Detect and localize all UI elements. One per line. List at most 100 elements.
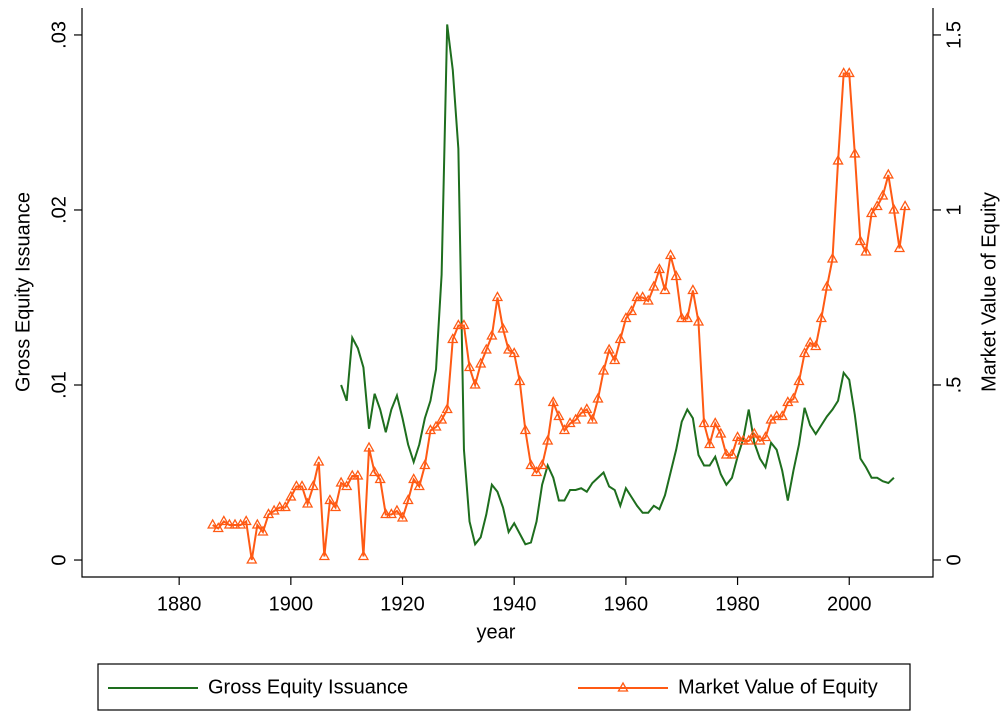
point-marker [279, 501, 291, 512]
point-marker [676, 312, 688, 323]
point-marker [614, 333, 626, 344]
point-marker [452, 319, 464, 330]
point-marker [435, 413, 448, 424]
point-marker [570, 413, 582, 424]
point-marker [882, 168, 894, 179]
point-marker [720, 448, 733, 459]
point-marker [698, 417, 710, 428]
point-marker [525, 459, 537, 470]
point-marker [625, 305, 638, 316]
legend-marker [617, 681, 629, 692]
axis-line [81, 8, 934, 578]
point-marker [592, 392, 604, 403]
point-marker [329, 501, 342, 512]
y-tick-label: .03 [48, 21, 70, 49]
point-marker [581, 403, 593, 414]
legend-label: Market Value of Equity [678, 676, 878, 698]
point-marker [681, 312, 693, 323]
point-marker [229, 518, 241, 529]
point-marker [899, 200, 911, 211]
legend-label: Gross Equity Issuance [208, 676, 408, 698]
point-marker [849, 147, 861, 158]
point-marker [871, 200, 883, 211]
point-marker [391, 504, 403, 515]
x-tick-label: 1900 [269, 593, 314, 615]
point-marker [843, 67, 855, 78]
point-marker [653, 263, 665, 274]
point-marker [419, 459, 431, 470]
point-marker [704, 438, 716, 449]
point-marker [207, 518, 219, 529]
point-marker [285, 490, 297, 501]
point-marker [542, 434, 554, 445]
y2-tick-label: 0 [943, 554, 965, 565]
x-tick-label: 1920 [380, 593, 425, 615]
point-marker [530, 466, 543, 477]
point-marker [491, 291, 504, 302]
point-marker [218, 515, 230, 526]
point-marker [301, 497, 314, 508]
point-marker [357, 550, 370, 561]
point-marker [709, 417, 721, 428]
point-marker [687, 284, 699, 295]
x-tick-label: 1960 [604, 593, 649, 615]
point-marker [826, 252, 839, 263]
y-tick-label: .01 [48, 371, 70, 399]
point-marker [514, 375, 526, 386]
point-marker [475, 357, 487, 368]
point-marker [692, 315, 705, 326]
point-marker [609, 354, 621, 365]
point-marker [508, 347, 520, 358]
x-axis-title: year [477, 621, 516, 643]
point-marker [430, 420, 442, 431]
point-marker [877, 189, 889, 200]
point-marker [631, 291, 643, 302]
point-marker [335, 476, 347, 487]
point-marker [893, 242, 906, 253]
series-line [340, 24, 895, 547]
point-marker [536, 459, 548, 470]
point-marker [810, 340, 822, 351]
point-marker [804, 336, 816, 347]
point-marker [547, 396, 559, 407]
point-marker [240, 515, 252, 526]
point-marker [759, 431, 772, 442]
point-marker [860, 245, 872, 256]
point-marker [798, 347, 811, 358]
point-marker [223, 518, 236, 529]
point-marker [648, 280, 660, 291]
point-marker [296, 480, 308, 491]
point-marker [558, 424, 571, 435]
x-tick-label: 2000 [827, 593, 872, 615]
point-marker [413, 480, 425, 491]
point-marker [737, 434, 749, 445]
point-marker [503, 343, 515, 354]
point-marker [642, 294, 654, 305]
point-marker [341, 480, 353, 491]
point-marker [352, 469, 364, 480]
point-marker [463, 361, 476, 372]
point-marker [659, 284, 671, 295]
point-marker [748, 427, 760, 438]
point-marker [374, 473, 386, 484]
point-marker [586, 413, 598, 424]
point-marker [447, 333, 459, 344]
point-marker [324, 494, 336, 505]
point-marker [888, 203, 900, 214]
point-marker [380, 508, 392, 519]
point-marker [368, 466, 381, 477]
point-marker [497, 322, 509, 333]
point-marker [637, 291, 649, 302]
point-marker [854, 235, 867, 246]
y-tick-label: .02 [48, 196, 70, 224]
point-marker [771, 410, 783, 421]
point-marker [396, 511, 409, 522]
y2-axis-title: Market Value of Equity [978, 192, 1000, 392]
x-tick-label: 1980 [715, 593, 760, 615]
point-marker [832, 154, 844, 165]
point-marker [246, 553, 258, 564]
point-marker [670, 270, 682, 281]
point-marker [865, 207, 878, 218]
point-marker [307, 480, 319, 491]
